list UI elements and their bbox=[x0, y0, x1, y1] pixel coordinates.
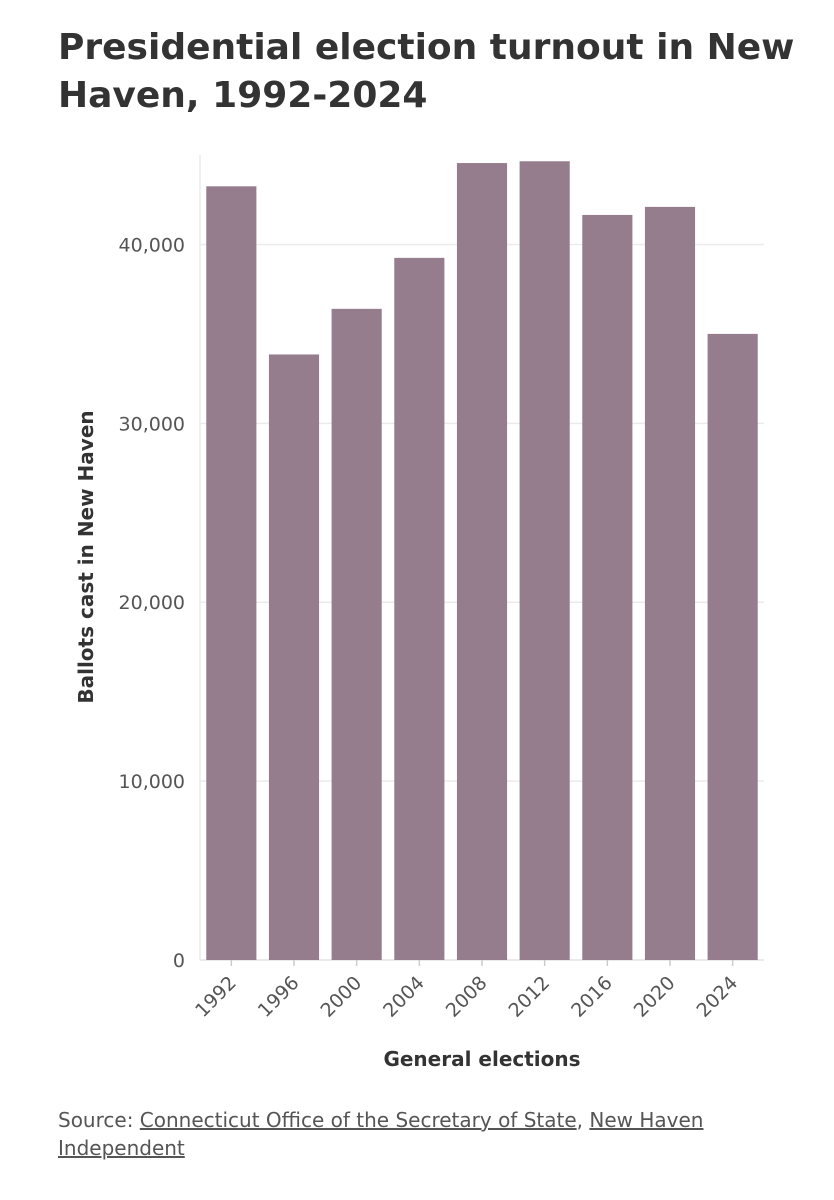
chart-title: Presidential election turnout in New Hav… bbox=[58, 27, 795, 116]
bars bbox=[206, 161, 758, 961]
bar-2008 bbox=[456, 163, 508, 961]
source-link-secretary-of-state[interactable]: Connecticut Office of the Secretary of S… bbox=[139, 1108, 577, 1132]
bar-2024 bbox=[707, 333, 758, 960]
x-tick-label: 2024 bbox=[692, 972, 742, 1022]
y-tick-label: 0 bbox=[173, 950, 185, 972]
y-axis-ticks: 0 10,000 20,000 30,000 40,000 bbox=[119, 234, 185, 972]
bar-2016 bbox=[582, 214, 633, 960]
x-tick-label: 2016 bbox=[567, 972, 617, 1022]
y-tick-label: 40,000 bbox=[119, 234, 185, 256]
source-note: Source: Connecticut Office of the Secret… bbox=[58, 1106, 758, 1162]
bar-1996 bbox=[268, 354, 320, 960]
bar-2004 bbox=[394, 257, 445, 961]
x-tick-label: 2020 bbox=[630, 972, 680, 1022]
x-tick-label: 2008 bbox=[442, 972, 492, 1022]
bar-2000 bbox=[331, 308, 382, 960]
source-prefix: Source: bbox=[58, 1108, 140, 1132]
y-tick-label: 30,000 bbox=[119, 413, 185, 435]
bar-2020 bbox=[644, 206, 696, 960]
x-axis-ticks: 1992 1996 2000 2004 2008 2012 2016 2020 2024 bbox=[191, 960, 742, 1022]
bar-chart: 0 10,000 20,000 30,000 40,000 1992 1996 2000 20… bbox=[74, 155, 764, 1071]
x-tick-label: 1996 bbox=[254, 972, 304, 1022]
x-axis-label: General elections bbox=[383, 1047, 580, 1071]
y-tick-label: 10,000 bbox=[119, 771, 185, 793]
y-tick-label: 20,000 bbox=[119, 592, 185, 614]
source-link-new-haven-independent[interactable]: New Haven Independent bbox=[58, 1108, 704, 1160]
x-tick-label: 2000 bbox=[316, 972, 366, 1022]
x-tick-label: 2012 bbox=[504, 972, 554, 1022]
x-tick-label: 2004 bbox=[379, 972, 429, 1022]
bar-2012 bbox=[519, 161, 570, 960]
x-tick-label: 1992 bbox=[191, 972, 241, 1022]
y-axis-label: Ballots cast in New Haven bbox=[74, 410, 98, 703]
bar-1992 bbox=[206, 186, 257, 961]
source-separator: , bbox=[576, 1108, 590, 1132]
